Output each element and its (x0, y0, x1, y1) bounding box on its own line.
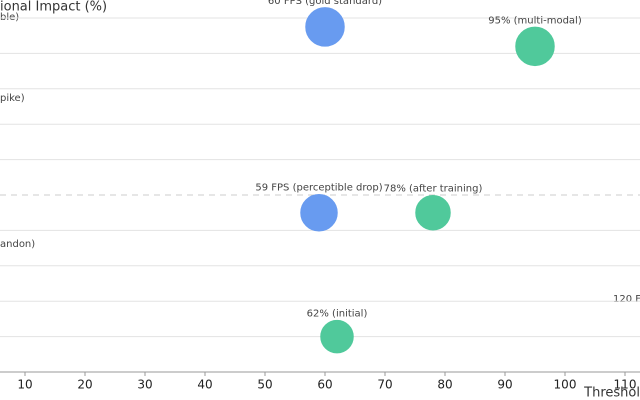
data-label: andon) (0, 239, 35, 250)
x-tick-label: 30 (137, 378, 152, 392)
x-tick-label: 60 (317, 378, 332, 392)
data-label: 95% (multi-modal) (488, 15, 582, 26)
bubble (515, 26, 555, 67)
x-tick-label: 90 (497, 378, 512, 392)
x-tick-label: 40 (197, 378, 212, 392)
data-label: 60 FPS (gold standard) (268, 0, 382, 7)
data-label: 62% (initial) (307, 309, 368, 320)
bubble (320, 319, 354, 354)
x-tick-label: 70 (377, 378, 392, 392)
bubble (300, 193, 338, 232)
annotation: 120 F (613, 294, 640, 305)
data-label: 59 FPS (perceptible drop) (255, 183, 382, 194)
x-tick-label: 110 (614, 378, 637, 392)
x-tick-label: 100 (554, 378, 577, 392)
x-tick-label: 10 (17, 378, 32, 392)
x-axis-title: Threshol (583, 386, 640, 400)
bubble (305, 7, 345, 47)
data-label: 78% (after training) (384, 184, 483, 195)
x-tick-label: 50 (257, 378, 272, 392)
x-tick-label: 20 (77, 378, 92, 392)
annotation: pike) (0, 93, 25, 104)
x-tick-label: 80 (437, 378, 452, 392)
bubble (415, 194, 451, 231)
y-axis-title: ional Impact (%) (0, 0, 107, 15)
